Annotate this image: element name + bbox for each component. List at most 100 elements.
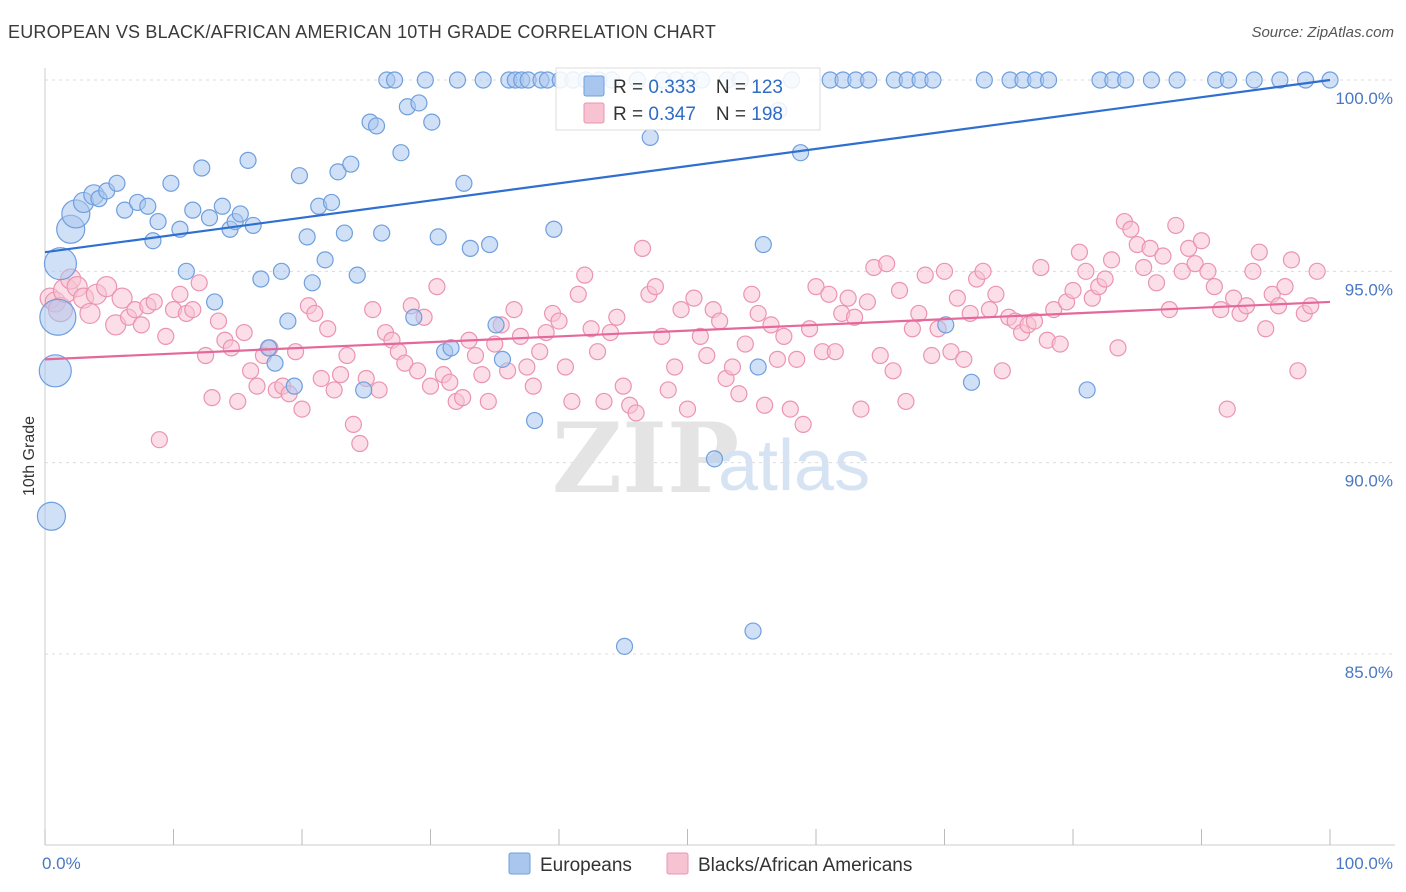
point-black: [511, 327, 530, 345]
point-black: [351, 434, 369, 453]
point-black: [1212, 301, 1230, 319]
y-tick-label: 100.0%: [1335, 89, 1393, 108]
point-europeans: [545, 220, 563, 238]
point-europeans: [149, 212, 167, 231]
point-black: [312, 369, 330, 388]
point-europeans: [405, 308, 423, 326]
point-black: [1257, 320, 1275, 338]
point-europeans: [162, 174, 180, 192]
point-europeans: [144, 232, 162, 250]
legend-black-n-label: N =: [716, 104, 751, 125]
point-europeans: [1117, 71, 1135, 89]
point-europeans: [193, 159, 211, 177]
point-black: [409, 362, 427, 380]
watermark-atlas: atlas: [718, 426, 870, 506]
point-europeans: [1039, 71, 1058, 89]
source-label: Source: ZipAtlas.com: [1251, 24, 1394, 41]
point-black: [370, 381, 388, 399]
point-europeans: [200, 209, 219, 227]
point-black: [1077, 262, 1095, 280]
point-black: [248, 377, 266, 395]
point-black: [286, 343, 305, 361]
y-tick-label: 95.0%: [1345, 280, 1393, 299]
y-axis-label: 10th Grade: [21, 416, 38, 496]
point-black: [184, 301, 202, 319]
point-black: [775, 327, 793, 345]
point-europeans: [448, 71, 467, 89]
point-black: [1154, 247, 1172, 265]
point-black: [884, 362, 902, 380]
point-black: [685, 289, 703, 307]
point-black: [878, 255, 896, 273]
point-black: [910, 304, 928, 323]
point-europeans: [1142, 71, 1160, 89]
point-black: [723, 358, 742, 376]
point-black: [768, 350, 787, 368]
point-europeans: [416, 71, 434, 89]
point-black: [479, 392, 497, 411]
point-black: [1135, 258, 1153, 277]
point-europeans: [461, 239, 479, 257]
point-europeans: [487, 316, 505, 334]
point-black: [698, 346, 716, 365]
y-tick-label: 90.0%: [1345, 472, 1393, 491]
point-europeans: [1168, 71, 1186, 89]
point-black: [132, 316, 150, 334]
point-europeans: [1245, 71, 1263, 89]
point-europeans: [322, 193, 341, 212]
point-europeans: [373, 224, 391, 242]
point-europeans: [744, 622, 762, 640]
legend-black-r-value: 0.347: [648, 104, 696, 125]
point-black: [242, 362, 260, 380]
point-europeans: [252, 270, 270, 288]
point-black: [730, 385, 748, 403]
point-europeans: [259, 339, 278, 357]
point-black: [1032, 258, 1050, 277]
point-black: [331, 366, 350, 384]
point-black: [807, 278, 825, 296]
x-axis-ticks: [44, 829, 1331, 845]
point-europeans: [36, 501, 67, 531]
point-europeans: [279, 312, 297, 330]
point-black: [1244, 262, 1262, 280]
point-europeans: [924, 71, 942, 89]
point-black: [646, 278, 664, 296]
point-black: [1205, 278, 1223, 296]
point-black: [428, 278, 446, 296]
chart-title: EUROPEAN VS BLACK/AFRICAN AMERICAN 10TH …: [8, 22, 717, 42]
point-europeans: [641, 128, 659, 146]
point-black: [1096, 270, 1114, 288]
point-black: [293, 400, 311, 418]
point-europeans: [975, 71, 993, 89]
point-black: [1276, 278, 1294, 296]
point-black: [845, 308, 864, 326]
point-europeans: [937, 316, 955, 334]
point-black: [820, 285, 838, 303]
point-europeans: [429, 228, 447, 246]
point-europeans: [335, 224, 354, 242]
point-black: [1064, 281, 1082, 300]
axes: [44, 68, 1395, 846]
point-black: [338, 346, 356, 365]
bottom-legend: Europeans Blacks/African Americans: [508, 852, 912, 876]
point-europeans: [272, 262, 291, 280]
point-black: [79, 302, 101, 325]
series-black-points: [39, 212, 1326, 453]
point-black: [955, 350, 973, 368]
point-black: [550, 312, 568, 330]
stats-legend: R = 0.333 N = 123 R = 0.347 N = 198: [555, 67, 821, 131]
point-black: [1282, 251, 1301, 269]
series-europeans-points: [36, 71, 1339, 655]
point-europeans: [615, 637, 634, 655]
point-black: [1102, 251, 1121, 269]
legend-europeans-r-label: R =: [613, 77, 648, 98]
point-black: [1199, 262, 1217, 280]
point-europeans: [213, 197, 231, 215]
point-black: [1051, 335, 1069, 353]
point-black: [1180, 239, 1198, 257]
trend-lines: [44, 78, 1331, 361]
point-black: [563, 392, 581, 411]
point-europeans: [298, 228, 316, 246]
point-black: [364, 301, 382, 319]
point-black: [325, 381, 343, 399]
